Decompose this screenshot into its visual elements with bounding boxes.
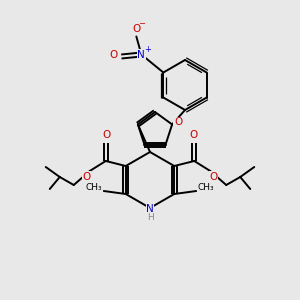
Text: O: O	[103, 130, 111, 140]
Text: O: O	[209, 172, 218, 182]
Text: N: N	[137, 50, 145, 59]
Text: O: O	[189, 130, 197, 140]
Text: −: −	[138, 19, 145, 28]
Text: CH₃: CH₃	[85, 184, 102, 193]
Text: +: +	[144, 45, 151, 54]
Text: O: O	[132, 23, 140, 34]
Text: N: N	[146, 204, 154, 214]
Text: O: O	[82, 172, 91, 182]
Text: H: H	[147, 212, 153, 221]
Text: O: O	[109, 50, 118, 61]
Text: O: O	[174, 117, 182, 128]
Text: CH₃: CH₃	[198, 184, 214, 193]
